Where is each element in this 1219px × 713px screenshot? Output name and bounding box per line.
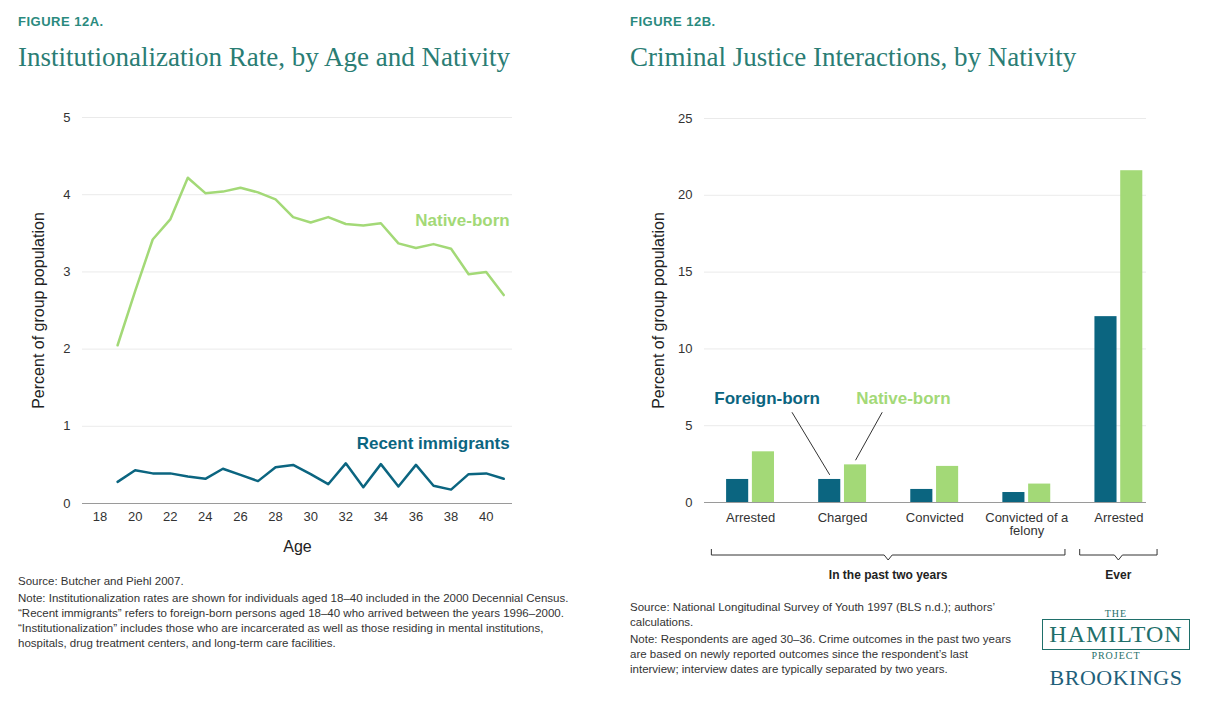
- html-text:Source: Butcher and Piehl 2007: Source: Butcher and Piehl 2007.: [18, 575, 184, 587]
- svg-text:38: 38: [444, 509, 458, 524]
- html-text:Note: Institutionalization rat: Note: Institutionalization rates are sho…: [18, 591, 569, 649]
- html-text:Source: National Longitudinal: Source: National Longitudinal Survey of …: [630, 601, 995, 628]
- svg-text:28: 28: [268, 509, 282, 524]
- html-text:HAMILTON: HAMILTON: [1049, 621, 1183, 647]
- svg-text:Percent of group population: Percent of group population: [30, 212, 47, 409]
- svg-text:Arrested: Arrested: [1094, 510, 1143, 525]
- svg-text:Recent immigrants: Recent immigrants: [357, 434, 510, 453]
- svg-text:15: 15: [678, 264, 692, 279]
- svg-text:26: 26: [233, 509, 247, 524]
- html-text:FIGURE 12A.: FIGURE 12A.: [18, 14, 104, 29]
- svg-text:Ever: Ever: [1105, 568, 1131, 582]
- svg-text:18: 18: [93, 509, 107, 524]
- svg-text:In the past two years: In the past two years: [829, 568, 948, 582]
- svg-text:40: 40: [479, 509, 493, 524]
- svg-text:4: 4: [63, 187, 70, 202]
- svg-text:32: 32: [339, 509, 353, 524]
- svg-text:Convicted of afelony: Convicted of afelony: [985, 510, 1069, 538]
- html-text:Institutionalization Rate, by: Institutionalization Rate, by Age and Na…: [18, 42, 510, 72]
- html-text:Criminal Justice Interactions,: Criminal Justice Interactions, by Nativi…: [630, 42, 1077, 72]
- svg-text:22: 22: [163, 509, 177, 524]
- svg-text:20: 20: [678, 187, 692, 202]
- svg-text:3: 3: [63, 264, 70, 279]
- svg-text:20: 20: [128, 509, 142, 524]
- html-text:FIGURE 12B.: FIGURE 12B.: [630, 14, 716, 29]
- svg-text:5: 5: [685, 418, 692, 433]
- html-text:BROOKINGS: BROOKINGS: [1049, 664, 1183, 690]
- html-text:THE: THE: [1104, 608, 1128, 619]
- svg-text:5: 5: [63, 110, 70, 125]
- svg-text:1: 1: [63, 418, 70, 433]
- svg-text:30: 30: [303, 509, 317, 524]
- svg-text:2: 2: [63, 341, 70, 356]
- html-text:PROJECT: PROJECT: [1091, 649, 1141, 661]
- svg-text:Charged: Charged: [818, 510, 868, 525]
- svg-text:Arrested: Arrested: [726, 510, 775, 525]
- svg-text:0: 0: [685, 495, 692, 510]
- svg-text:Native-born: Native-born: [856, 389, 950, 408]
- html-text:Note: Respondents are aged 30–: Note: Respondents are aged 30–36. Crime …: [630, 632, 1011, 675]
- svg-text:10: 10: [678, 341, 692, 356]
- svg-text:Native-born: Native-born: [415, 211, 509, 230]
- svg-text:Foreign-born: Foreign-born: [714, 389, 820, 408]
- svg-text:0: 0: [63, 496, 70, 511]
- svg-text:36: 36: [409, 509, 423, 524]
- svg-text:24: 24: [198, 509, 212, 524]
- svg-text:34: 34: [374, 509, 388, 524]
- svg-text:Age: Age: [283, 538, 312, 555]
- svg-text:Percent of group population: Percent of group population: [650, 212, 667, 409]
- svg-text:25: 25: [678, 111, 692, 126]
- svg-text:Convicted: Convicted: [906, 510, 964, 525]
